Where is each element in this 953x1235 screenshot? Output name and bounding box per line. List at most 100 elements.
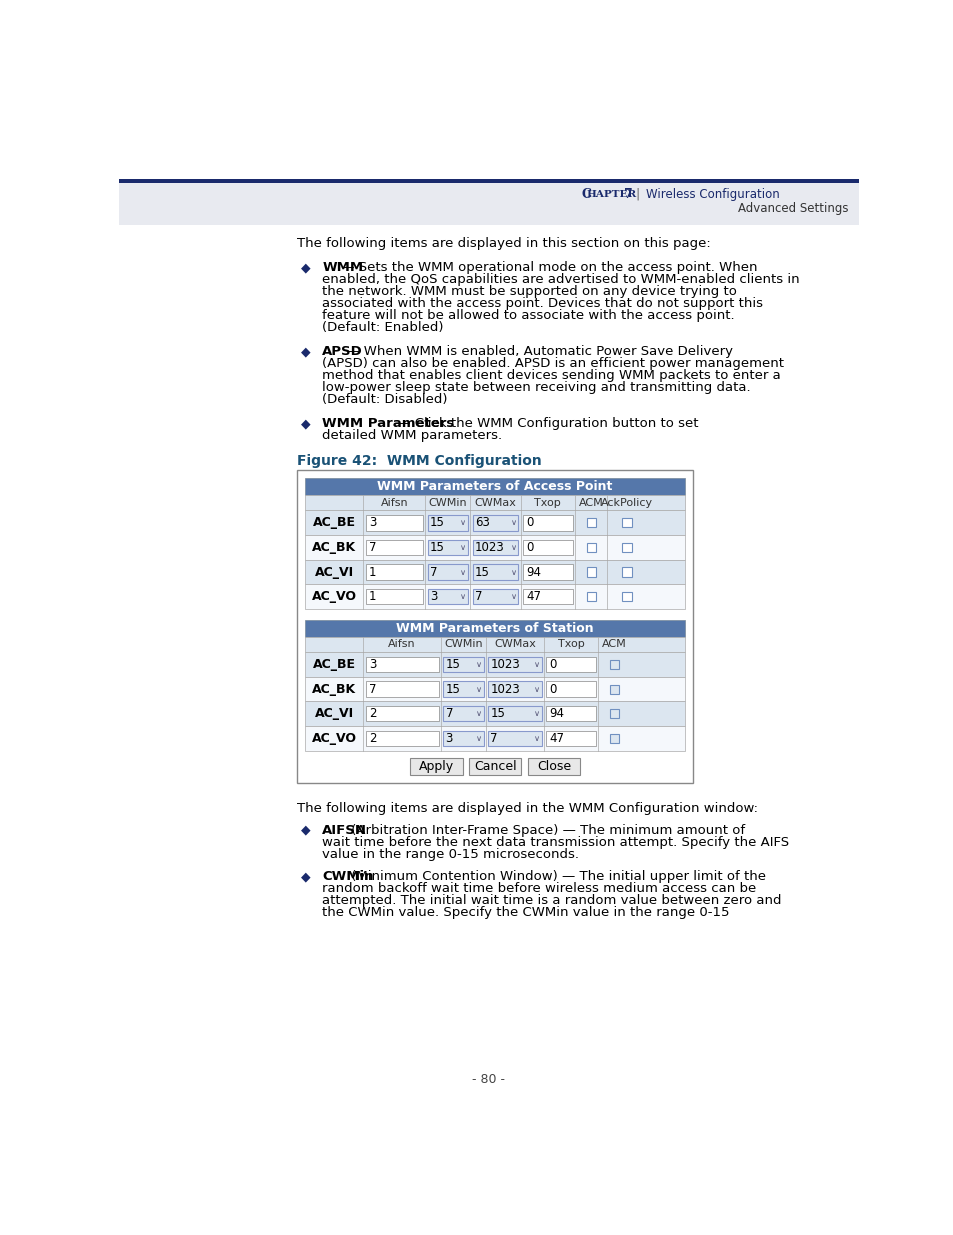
Text: ◆: ◆ — [301, 417, 311, 430]
Bar — [586, 567, 596, 577]
Bar — [609, 659, 618, 669]
Bar — [472, 564, 517, 579]
Text: The following items are displayed in the WMM Configuration window:: The following items are displayed in the… — [297, 803, 758, 815]
Bar — [586, 519, 596, 527]
Text: AC_VO: AC_VO — [312, 732, 356, 745]
Text: ∨: ∨ — [534, 734, 539, 743]
Text: ◆: ◆ — [301, 871, 311, 883]
Text: 7: 7 — [623, 188, 632, 201]
Text: AC_VI: AC_VI — [314, 708, 354, 720]
Text: 94: 94 — [549, 708, 564, 720]
Bar — [443, 706, 483, 721]
Text: (Default: Disabled): (Default: Disabled) — [322, 393, 447, 406]
Text: ∨: ∨ — [460, 568, 466, 577]
Bar — [488, 682, 541, 697]
Text: ∨: ∨ — [476, 684, 481, 694]
Bar — [365, 731, 438, 746]
Text: 3: 3 — [369, 658, 375, 671]
Text: method that enables client devices sending WMM packets to enter a: method that enables client devices sendi… — [322, 369, 781, 382]
Text: 0: 0 — [549, 658, 557, 671]
Text: ◆: ◆ — [301, 262, 311, 274]
Text: - 80 -: - 80 - — [472, 1073, 505, 1087]
Bar — [522, 540, 572, 556]
Text: AC_BK: AC_BK — [312, 683, 356, 695]
Bar — [305, 637, 684, 652]
Text: ∨: ∨ — [510, 519, 517, 527]
Bar — [305, 726, 684, 751]
Text: 15: 15 — [430, 516, 444, 530]
Text: feature will not be allowed to associate with the access point.: feature will not be allowed to associate… — [322, 309, 734, 322]
Text: Wireless Configuration: Wireless Configuration — [645, 188, 780, 201]
Text: ∨: ∨ — [534, 684, 539, 694]
Text: CWMin: CWMin — [443, 640, 482, 650]
Bar — [443, 657, 483, 672]
Bar — [365, 589, 422, 604]
Text: CWMin: CWMin — [428, 498, 467, 508]
Text: 1023: 1023 — [490, 658, 519, 671]
Bar — [468, 758, 521, 776]
Text: ∨: ∨ — [510, 593, 517, 601]
Text: AC_BK: AC_BK — [312, 541, 356, 555]
Bar — [305, 510, 684, 535]
Text: 7: 7 — [490, 732, 497, 745]
Bar — [119, 148, 858, 179]
Text: detailed WMM parameters.: detailed WMM parameters. — [322, 430, 502, 442]
Text: — Sets the WMM operational mode on the access point. When: — Sets the WMM operational mode on the a… — [337, 262, 757, 274]
Text: 63: 63 — [475, 516, 489, 530]
Text: 1023: 1023 — [490, 683, 519, 695]
Text: ∨: ∨ — [510, 543, 517, 552]
Text: CWMax: CWMax — [494, 640, 536, 650]
Text: Aifsn: Aifsn — [388, 640, 416, 650]
Text: 0: 0 — [549, 683, 557, 695]
Text: AIFSN: AIFSN — [322, 824, 367, 837]
Text: 1023: 1023 — [475, 541, 504, 555]
Text: Txop: Txop — [534, 498, 560, 508]
Text: ∨: ∨ — [476, 659, 481, 669]
Text: WMM Parameters of Station: WMM Parameters of Station — [395, 621, 594, 635]
Text: ∨: ∨ — [476, 734, 481, 743]
Text: AC_BE: AC_BE — [313, 516, 355, 530]
Bar — [488, 731, 541, 746]
Bar — [621, 592, 631, 601]
Text: ◆: ◆ — [301, 346, 311, 358]
Text: AC_VI: AC_VI — [314, 566, 354, 578]
Text: 7: 7 — [369, 541, 375, 555]
Text: Apply: Apply — [418, 761, 454, 773]
Text: 15: 15 — [430, 541, 444, 555]
Text: AC_BE: AC_BE — [313, 658, 355, 671]
Bar — [410, 758, 462, 776]
Text: The following items are displayed in this section on this page:: The following items are displayed in thi… — [297, 237, 711, 249]
Text: ∨: ∨ — [460, 543, 466, 552]
Bar — [427, 540, 468, 556]
Text: 3: 3 — [369, 516, 375, 530]
Text: AckPolicy: AckPolicy — [600, 498, 652, 508]
Bar — [305, 478, 684, 495]
Bar — [119, 179, 858, 183]
Bar — [427, 589, 468, 604]
Text: |: | — [632, 188, 639, 201]
Bar — [365, 515, 422, 531]
Bar — [527, 758, 579, 776]
Bar — [546, 682, 596, 697]
Text: ◆: ◆ — [301, 824, 311, 837]
Bar — [609, 709, 618, 719]
Text: WMM Parameters: WMM Parameters — [322, 417, 454, 430]
Bar — [522, 515, 572, 531]
Text: AC_VO: AC_VO — [312, 590, 356, 603]
Bar — [305, 701, 684, 726]
Text: HAPTER: HAPTER — [586, 190, 637, 199]
Text: 3: 3 — [430, 590, 436, 603]
Text: WMM Parameters of Access Point: WMM Parameters of Access Point — [377, 480, 612, 493]
Text: Txop: Txop — [558, 640, 584, 650]
Bar — [305, 584, 684, 609]
Text: 7: 7 — [430, 566, 437, 578]
Text: (Arbitration Inter-Frame Space) — The minimum amount of: (Arbitration Inter-Frame Space) — The mi… — [347, 824, 745, 837]
Bar — [621, 519, 631, 527]
Text: ∨: ∨ — [460, 593, 466, 601]
Text: (Default: Enabled): (Default: Enabled) — [322, 321, 443, 333]
Text: (Minimum Contention Window) — The initial upper limit of the: (Minimum Contention Window) — The initia… — [347, 871, 765, 883]
Text: ACM: ACM — [578, 498, 603, 508]
Text: 2: 2 — [369, 732, 375, 745]
Text: ∨: ∨ — [534, 709, 539, 719]
Bar — [427, 564, 468, 579]
